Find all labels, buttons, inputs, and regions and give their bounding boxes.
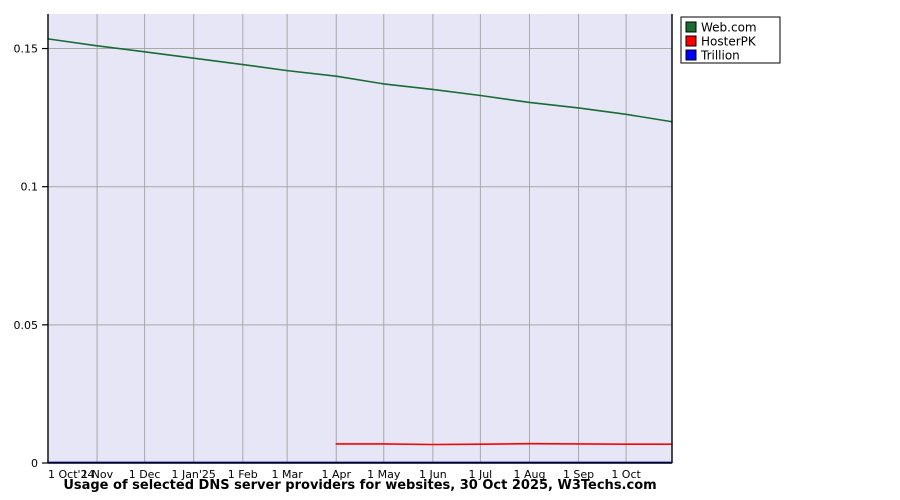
x-tick-label: 1 Jan'25 (171, 468, 215, 481)
x-tick-label: 1 Apr (321, 468, 351, 481)
y-tick-label: 0.15 (14, 43, 39, 56)
x-tick-label: 1 Jul (468, 468, 492, 481)
horizontal-gridlines (48, 48, 672, 326)
x-axis-ticks: 1 Oct'241 Nov 1 Dec 1 Jan'25 1 Feb 1 Mar 1 Ap… (48, 468, 642, 481)
plot-area-background (48, 14, 672, 463)
x-tick-label: 1 Oct (611, 468, 641, 481)
x-tick-label: 1 Oct'24 (48, 468, 95, 481)
x-tick-label: 1 Mar (272, 468, 304, 481)
legend-swatch-trillion (685, 49, 697, 61)
x-tick-label: 1 Jun (419, 468, 447, 481)
legend-label-trillion[interactable]: Trillion (700, 49, 740, 63)
x-tick-label: 1 Dec (129, 468, 161, 481)
y-axis-ticks: 0 0.05 0.1 0.15 (14, 43, 48, 470)
series-line-hosterpk (335, 442, 673, 446)
series-line-web-com (47, 38, 673, 123)
x-tick-label: 1 Nov (81, 468, 113, 481)
legend-label-web-com[interactable]: Web.com (701, 21, 757, 35)
legend-box (680, 16, 781, 64)
legend-swatch-web-com (685, 21, 697, 33)
x-tick-label: 1 Feb (228, 468, 258, 481)
legend-swatch-hosterpk (685, 35, 697, 47)
y-tick-label: 0.05 (14, 319, 39, 332)
legend-label-hosterpk[interactable]: HosterPK (701, 35, 757, 49)
chart-caption: Usage of selected DNS server providers f… (63, 478, 656, 493)
x-tick-label: 1 Aug (513, 468, 545, 481)
x-tick-label: 1 Sep (563, 468, 594, 481)
x-tick-label: 1 May (367, 468, 401, 481)
y-tick-label: 0.1 (21, 181, 39, 194)
y-tick-label: 0 (31, 457, 38, 470)
